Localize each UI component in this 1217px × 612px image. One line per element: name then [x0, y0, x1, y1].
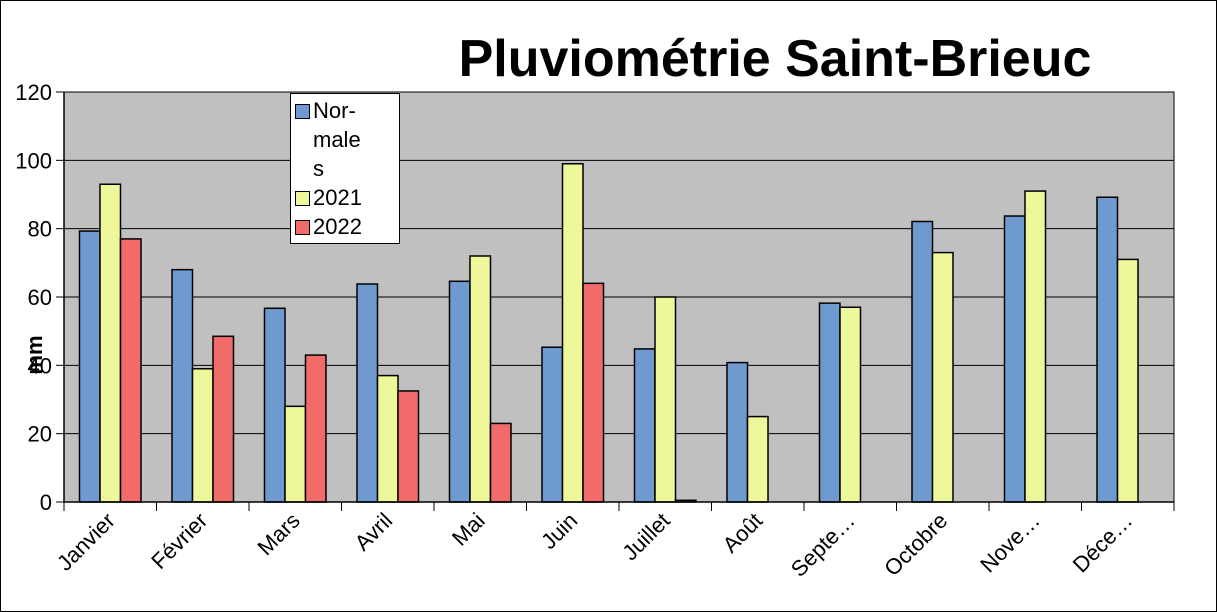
bar — [746, 415, 769, 503]
bar — [469, 255, 492, 503]
y-tick-label: 20 — [28, 422, 52, 447]
bar — [376, 374, 399, 503]
bar — [489, 422, 512, 503]
legend-item: 2022 — [295, 212, 395, 241]
bar — [839, 306, 862, 503]
bar — [931, 251, 954, 503]
bar — [633, 348, 656, 503]
bar — [1003, 215, 1026, 503]
legend-item: Nor-males — [295, 96, 395, 183]
bar — [263, 307, 286, 503]
legend-item: 2021 — [295, 183, 395, 212]
bar — [191, 368, 214, 503]
y-tick-label: 0 — [40, 490, 52, 515]
bar — [304, 354, 327, 503]
legend-label: 2021 — [313, 185, 362, 210]
bar — [1116, 258, 1139, 503]
bar — [818, 302, 841, 503]
y-axis-title: mm — [22, 335, 47, 374]
bar — [212, 335, 235, 503]
y-tick-label: 120 — [15, 80, 52, 105]
legend-label: 2022 — [313, 214, 362, 239]
y-tick-label: 60 — [28, 285, 52, 310]
bar — [99, 183, 122, 503]
bar — [397, 390, 420, 503]
plot-border — [63, 91, 1175, 503]
bar — [654, 296, 677, 503]
legend-label: Nor-males — [313, 98, 361, 181]
bar — [561, 163, 584, 503]
bar — [541, 346, 564, 503]
bar — [448, 280, 471, 503]
legend-swatch — [295, 220, 310, 235]
bar — [171, 268, 194, 503]
bar — [1024, 190, 1047, 503]
bar — [284, 405, 307, 503]
bar — [726, 361, 749, 503]
y-tick-label: 40 — [28, 353, 52, 378]
bar — [78, 230, 101, 503]
bar — [119, 238, 142, 503]
bar — [911, 220, 934, 503]
legend: Nor-males 2021 2022 — [290, 93, 400, 244]
y-tick-label: 80 — [28, 217, 52, 242]
bar — [582, 282, 605, 503]
bar — [356, 283, 379, 503]
bar — [1096, 196, 1119, 503]
chart-title: Pluviométrie Saint-Brieuc — [459, 30, 1092, 88]
y-tick-label: 100 — [15, 148, 52, 173]
legend-swatch — [295, 191, 310, 206]
legend-swatch — [295, 104, 310, 119]
